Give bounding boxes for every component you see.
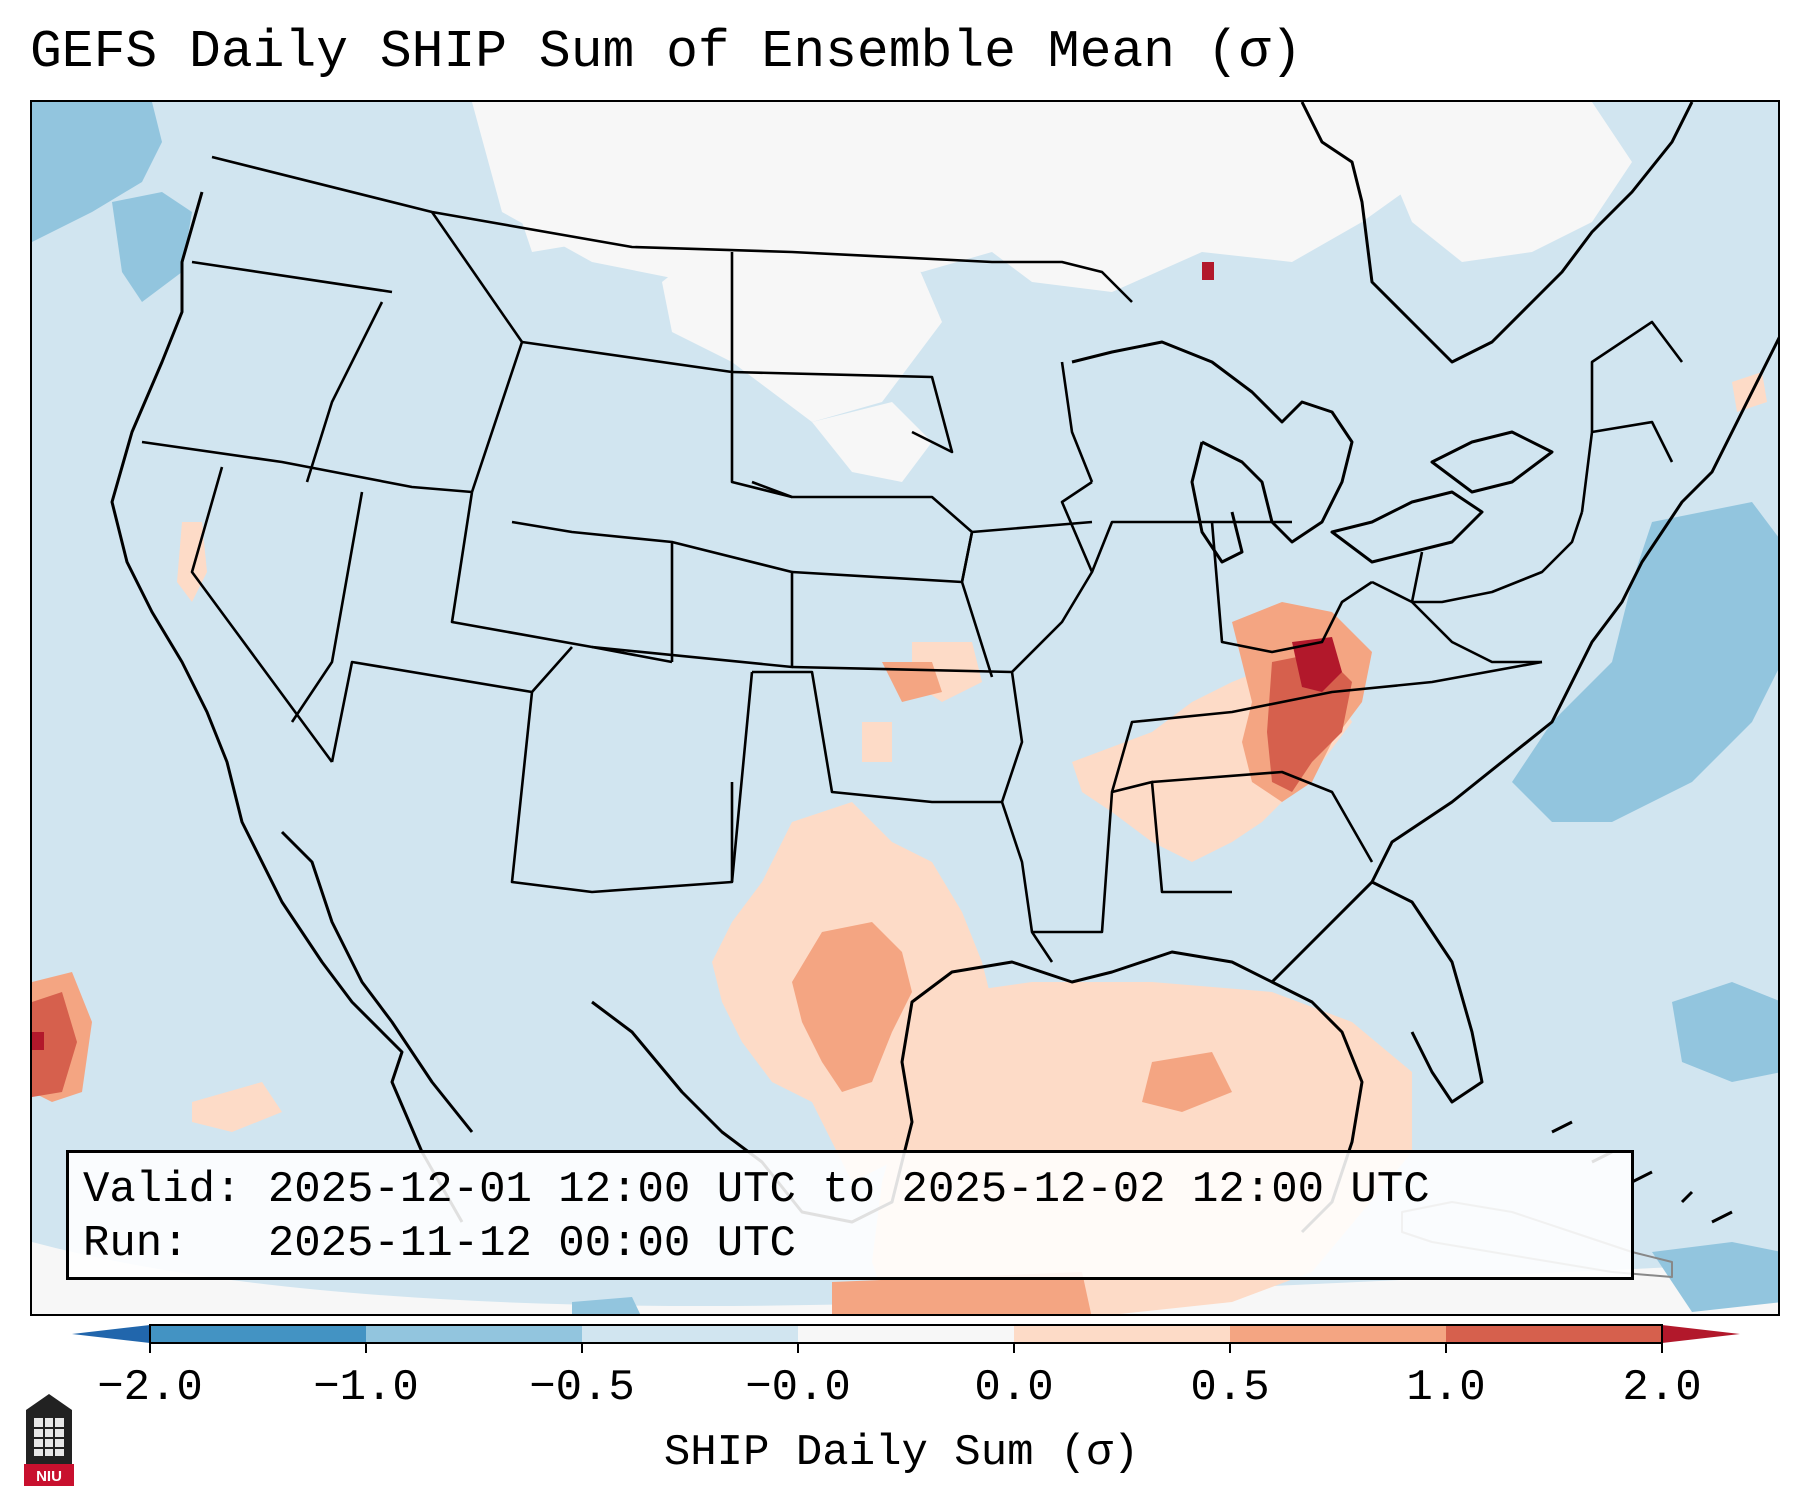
colorbar-tick-label: −1.0 (313, 1363, 419, 1413)
colorbar-tick-label: 0.0 (974, 1363, 1054, 1413)
colorbar-tick-label: −0.5 (529, 1363, 635, 1413)
colorbar (72, 1324, 1740, 1353)
map-canvas (32, 102, 1778, 1314)
colorbar-segment (150, 1325, 367, 1343)
colorbar-tick-label: −0.0 (745, 1363, 851, 1413)
colorbar-tick-label: 1.0 (1406, 1363, 1486, 1413)
colorbar-tick-label: 0.5 (1190, 1363, 1270, 1413)
state-borders (141, 155, 1684, 963)
niu-logo: NIU (24, 1394, 74, 1486)
positive-high-regions (32, 652, 1352, 1097)
svg-text:NIU: NIU (36, 1468, 62, 1485)
valid-value: 2025-12-01 12:00 UTC to 2025-12-02 12:00… (267, 1165, 1430, 1215)
colorbar-segment (1446, 1325, 1663, 1343)
colorbar-label: SHIP Daily Sum (σ) (663, 1428, 1140, 1478)
validity-info-box: Valid: 2025-12-01 12:00 UTC to 2025-12-0… (66, 1150, 1634, 1280)
colorbar-segment (1230, 1325, 1447, 1343)
positive-extreme-regions (32, 262, 1342, 1050)
colorbar-segment (582, 1325, 799, 1343)
colorbar-segment (1014, 1325, 1231, 1343)
colorbar-tick-label: 2.0 (1622, 1363, 1702, 1413)
colorbar-segments (150, 1325, 1663, 1343)
colorbar-tick-label: −2.0 (97, 1363, 203, 1413)
run-value: 2025-11-12 00:00 UTC (267, 1219, 796, 1269)
run-label: Run: (83, 1219, 189, 1269)
valid-label: Valid: (83, 1165, 242, 1215)
negative-regions (32, 102, 1778, 1314)
colorbar-under-arrow (72, 1325, 150, 1343)
map-panel[interactable] (30, 100, 1780, 1316)
colorbar-segment (798, 1325, 1015, 1343)
colorbar-over-arrow (1662, 1325, 1740, 1343)
map-title: GEFS Daily SHIP Sum of Ensemble Mean (σ) (30, 22, 1303, 82)
colorbar-outline (149, 1324, 1663, 1344)
colorbar-ticks (149, 1343, 1663, 1353)
colorbar-segment (366, 1325, 583, 1343)
